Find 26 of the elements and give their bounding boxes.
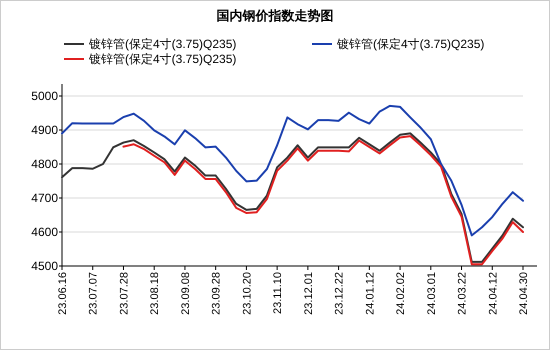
y-tick-label: 4800 [31, 157, 58, 171]
x-tick-label: 23.07.28 [118, 272, 130, 315]
x-tick-label: 23.10.20 [241, 272, 254, 315]
chart-title: 国内钢价指数走势图 [216, 8, 334, 23]
y-tick-label: 4900 [31, 123, 58, 137]
x-tick-label: 23.09.28 [210, 272, 223, 315]
legend-item: 镀锌管(保定4寸(3.75)Q235) [64, 37, 236, 51]
x-tick-label: 24.03.01 [426, 272, 438, 315]
x-tick-label: 23.09.08 [180, 272, 192, 315]
y-tick-label: 4500 [31, 259, 58, 273]
legend-item: 镀锌管(保定4寸(3.75)Q235) [312, 37, 484, 51]
legend-item: 镀锌管(保定4寸(3.75)Q235) [64, 52, 236, 66]
x-tick-label: 24.03.22 [456, 272, 469, 315]
x-tick-label: 24.02.02 [395, 272, 408, 315]
x-tick-label: 23.07.07 [88, 272, 100, 315]
x-tick-label: 23.08.18 [149, 272, 162, 315]
y-tick-label: 5000 [31, 89, 58, 103]
x-tick-label: 24.04.30 [518, 272, 530, 315]
y-tick-label: 4600 [31, 225, 58, 239]
x-tick-label: 23.12.01 [302, 272, 315, 315]
x-tick-label: 24.01.12 [364, 272, 376, 315]
x-tick-label: 24.04.12 [487, 272, 500, 315]
x-tick-label: 23.11.10 [272, 272, 284, 314]
x-tick-label: 23.06.16 [57, 272, 69, 315]
y-tick-label: 4700 [31, 191, 58, 205]
x-tick-label: 23.12.22 [334, 272, 346, 315]
